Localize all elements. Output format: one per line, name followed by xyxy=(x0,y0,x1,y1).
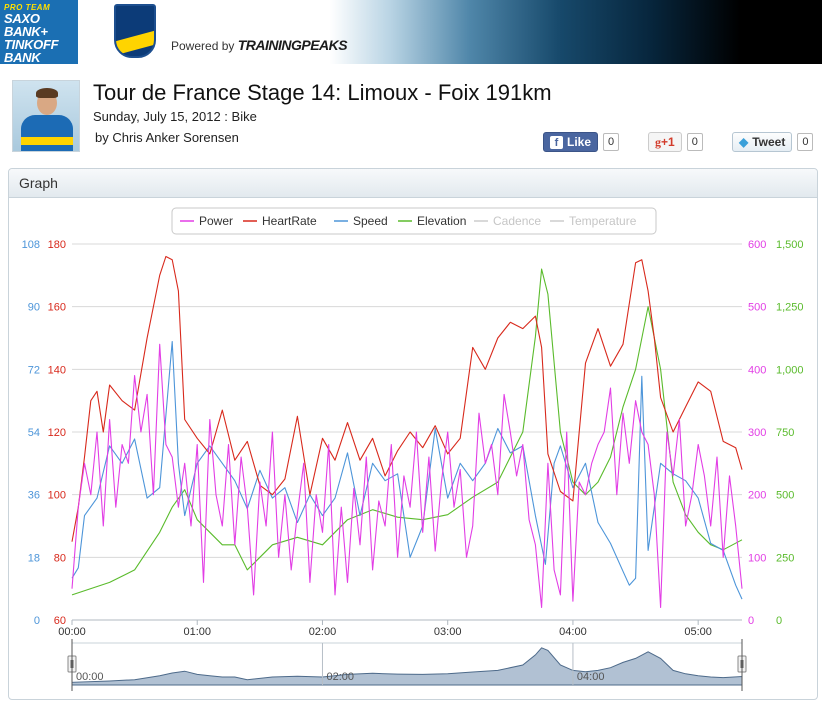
heartrate-axis-tick-label: 100 xyxy=(48,490,66,502)
logo-line: SAXO xyxy=(4,11,40,26)
heartrate-axis-tick-label: 140 xyxy=(48,364,66,376)
navigator-tick-label: 02:00 xyxy=(326,671,354,683)
workout-byline: by Chris Anker Sorensen xyxy=(95,130,239,145)
powered-by[interactable]: Powered by TRAININGPEAKS xyxy=(171,37,348,53)
power-axis-tick-label: 400 xyxy=(748,364,766,376)
graph-panel: Graph xyxy=(8,168,818,700)
x-axis-tick-label: 05:00 xyxy=(684,626,712,638)
logo-line: TINKOFF xyxy=(4,37,59,52)
workout-title: Tour de France Stage 14: Limoux - Foix 1… xyxy=(93,80,552,105)
athlete-avatar xyxy=(12,80,80,152)
workout-subtitle: Sunday, July 15, 2012 : Bike xyxy=(93,109,257,124)
facebook-like-button[interactable]: f Like xyxy=(543,132,599,152)
x-axis-tick-label: 03:00 xyxy=(434,626,462,638)
series-line-power xyxy=(71,343,743,609)
elevation-axis-tick-label: 1,250 xyxy=(776,302,804,314)
power-axis-tick-label: 0 xyxy=(748,615,754,627)
speed-axis-tick-label: 72 xyxy=(28,364,40,376)
elevation-axis-tick-label: 250 xyxy=(776,552,794,564)
powered-by-label: Powered by xyxy=(171,39,235,53)
series-line-heartrate xyxy=(71,255,743,542)
legend-box xyxy=(171,207,657,235)
header-banner: PRO TEAM SAXO BANK+ TINKOFF BANK Powered… xyxy=(0,0,822,64)
x-axis-tick-label: 00:00 xyxy=(58,626,86,638)
navigator-tick-label: 04:00 xyxy=(577,671,605,683)
graph-panel-title: Graph xyxy=(9,169,817,198)
power-axis-tick-label: 200 xyxy=(748,490,766,502)
power-axis-tick-label: 600 xyxy=(748,239,766,251)
logo-line: BANK xyxy=(4,50,41,65)
tweet-count: 0 xyxy=(797,133,814,151)
x-axis-tick-label: 04:00 xyxy=(559,626,587,638)
power-axis-tick-label: 500 xyxy=(748,302,766,314)
elevation-axis-tick-label: 1,000 xyxy=(776,364,804,376)
logo-line: BANK+ xyxy=(4,24,48,39)
legend-item-elevation[interactable]: Elevation xyxy=(417,214,466,228)
like-label: Like xyxy=(567,135,592,149)
legend-item-power[interactable]: Power xyxy=(199,214,233,228)
power-axis-tick-label: 100 xyxy=(748,552,766,564)
facebook-icon: f xyxy=(550,135,563,149)
speed-axis-tick-label: 108 xyxy=(22,239,40,251)
speed-axis-tick-label: 36 xyxy=(28,490,40,502)
google-plus-button[interactable]: g +1 xyxy=(648,132,682,152)
google-plus: g +1 0 xyxy=(648,131,703,153)
like-count: 0 xyxy=(603,133,620,151)
tweet-label: Tweet xyxy=(752,135,786,149)
heartrate-axis-tick-label: 60 xyxy=(54,615,66,627)
gplus-count: 0 xyxy=(686,133,703,151)
series-line-speed xyxy=(71,340,743,600)
navigator-tick-label: 00:00 xyxy=(76,671,104,683)
tweet-button[interactable]: ◆ Tweet xyxy=(732,132,793,152)
legend-item-temperature[interactable]: Temperature xyxy=(569,214,637,228)
speed-axis-tick-label: 18 xyxy=(28,552,40,564)
trainingpeaks-logo: TRAININGPEAKS xyxy=(237,37,348,53)
elevation-axis-tick-label: 1,500 xyxy=(776,239,804,251)
x-axis-tick-label: 02:00 xyxy=(309,626,337,638)
google-plus-icon: g xyxy=(655,134,661,149)
power-axis-tick-label: 300 xyxy=(748,427,766,439)
x-axis-tick-label: 01:00 xyxy=(183,626,211,638)
team-logo[interactable]: PRO TEAM SAXO BANK+ TINKOFF BANK xyxy=(0,0,78,64)
heartrate-axis-tick-label: 120 xyxy=(48,427,66,439)
twitter-tweet: ◆ Tweet 0 xyxy=(732,131,814,153)
heartrate-axis-tick-label: 80 xyxy=(54,552,66,564)
heartrate-axis-tick-label: 180 xyxy=(48,239,66,251)
heartrate-axis-tick-label: 160 xyxy=(48,302,66,314)
speed-axis-tick-label: 90 xyxy=(28,302,40,314)
navigator-series xyxy=(71,647,743,686)
gplus-label: +1 xyxy=(661,135,675,149)
legend-item-heartrate[interactable]: HeartRate xyxy=(262,214,317,228)
legend-item-speed[interactable]: Speed xyxy=(353,214,388,228)
twitter-bird-icon: ◆ xyxy=(739,135,749,149)
speed-axis-tick-label: 0 xyxy=(34,615,40,627)
facebook-like: f Like 0 xyxy=(543,131,620,153)
elevation-axis-tick-label: 0 xyxy=(776,615,782,627)
elevation-axis-tick-label: 500 xyxy=(776,490,794,502)
team-shield-logo xyxy=(114,4,156,58)
logo-line: PRO TEAM xyxy=(4,3,51,12)
speed-axis-tick-label: 54 xyxy=(28,427,40,439)
elevation-axis-tick-label: 750 xyxy=(776,427,794,439)
legend-item-cadence[interactable]: Cadence xyxy=(493,214,541,228)
